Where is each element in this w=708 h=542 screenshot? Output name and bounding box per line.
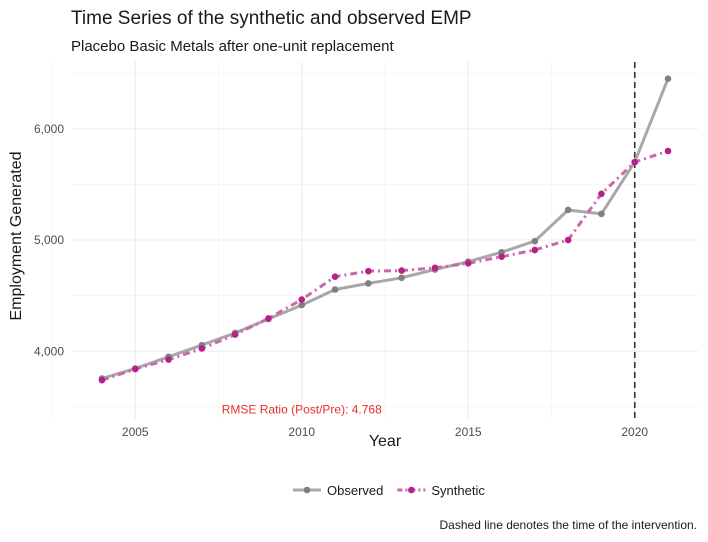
data-point-synthetic <box>398 267 405 274</box>
legend-swatch-point <box>303 486 311 494</box>
x-tick-label: 2015 <box>455 425 482 439</box>
data-point-synthetic <box>265 315 272 322</box>
data-point-synthetic <box>165 356 172 363</box>
x-axis-title: Year <box>369 433 402 450</box>
y-axis-title: Employment Generated <box>8 152 25 321</box>
data-point-observed <box>398 274 405 282</box>
data-point-synthetic <box>231 331 239 338</box>
data-point-synthetic <box>464 260 472 267</box>
data-point-observed <box>331 286 339 293</box>
annotation-text: RMSE Ratio (Post/Pre): 4.768 <box>222 403 382 417</box>
data-point-observed <box>365 280 372 287</box>
x-tick-labels: 2005 2010 2015 2020 <box>122 425 648 439</box>
legend-label: Observed <box>327 483 383 498</box>
data-point-observed <box>598 210 605 218</box>
series-layer <box>98 75 672 384</box>
data-point-synthetic <box>198 345 206 352</box>
data-point-synthetic <box>498 253 505 260</box>
x-tick-label: 2010 <box>288 425 315 439</box>
data-point-synthetic <box>598 190 605 198</box>
series-synthetic <box>98 147 672 384</box>
data-point-synthetic <box>98 376 106 384</box>
data-point-synthetic <box>365 267 372 275</box>
y-tick-label: 5,000 <box>34 233 64 247</box>
data-point-observed <box>564 206 572 214</box>
data-point-synthetic <box>531 246 539 254</box>
x-tick-label: 2020 <box>621 425 648 439</box>
chart-subtitle: Placebo Basic Metals after one-unit repl… <box>71 38 395 55</box>
y-tick-labels: 4,000 5,000 6,000 <box>34 122 64 359</box>
legend: Observed Synthetic <box>293 483 485 498</box>
data-point-observed <box>531 237 539 245</box>
series-line-synthetic <box>101 149 669 382</box>
chart-caption: Dashed line denotes the time of the inte… <box>440 518 698 532</box>
x-tick-label: 2005 <box>122 425 149 439</box>
chart-title: Time Series of the synthetic and observe… <box>71 8 472 29</box>
data-point-observed <box>664 75 672 82</box>
plot-grid <box>51 62 698 418</box>
data-point-synthetic <box>631 158 639 166</box>
data-point-observed <box>298 301 306 309</box>
legend-label: Synthetic <box>431 483 485 498</box>
data-point-synthetic <box>131 365 139 373</box>
series-line-observed <box>101 78 670 380</box>
annotations: RMSE Ratio (Post/Pre): 4.768 <box>222 403 382 417</box>
y-tick-label: 6,000 <box>34 122 64 136</box>
data-point-synthetic <box>564 236 572 244</box>
data-point-synthetic <box>331 273 339 281</box>
legend-swatch-point <box>408 486 415 494</box>
data-point-synthetic <box>298 296 306 303</box>
data-point-synthetic <box>664 147 672 155</box>
y-tick-label: 4,000 <box>34 344 64 358</box>
data-point-synthetic <box>431 264 439 272</box>
legend-item-synthetic: Synthetic <box>397 483 485 498</box>
legend-item-observed: Observed <box>293 483 383 498</box>
